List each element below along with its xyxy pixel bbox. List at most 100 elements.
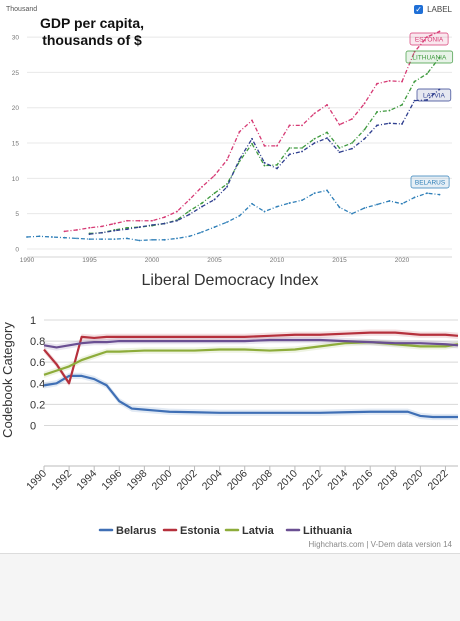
- ldi-x-tick-label: 2004: [200, 468, 225, 493]
- gdp-point-lithuania: [413, 80, 416, 83]
- gdp-point-lithuania: [301, 147, 303, 149]
- gdp-point-belarus: [126, 237, 128, 240]
- ldi-y-axis-label: Codebook Category: [0, 322, 15, 438]
- ldi-series-estonia: [43, 331, 459, 385]
- gdp-series-label-box: [405, 50, 454, 64]
- gdp-point-belarus: [163, 238, 166, 241]
- gdp-point-lithuania: [201, 202, 203, 204]
- gdp-series-label-box: [410, 175, 450, 189]
- gdp-point-belarus: [376, 203, 378, 206]
- gdp-point-lithuania: [288, 147, 291, 149]
- gdp-point-lithuania: [363, 128, 366, 131]
- gdp-point-belarus: [113, 238, 116, 241]
- gdp-point-latvia: [101, 231, 103, 234]
- gdp-point-belarus: [438, 193, 441, 196]
- gdp-point-belarus: [413, 196, 416, 199]
- gdp-point-lithuania: [263, 164, 266, 167]
- ldi-x-tick-label: 2018: [375, 468, 400, 493]
- gdp-point-belarus: [401, 202, 403, 205]
- gdp-point-latvia: [388, 122, 391, 125]
- gdp-point-belarus: [76, 237, 78, 240]
- gdp-point-lithuania: [338, 147, 341, 149]
- gdp-point-latvia: [213, 198, 216, 201]
- gdp-series-label-box: [409, 32, 449, 46]
- gdp-point-belarus: [276, 205, 278, 208]
- gdp-point-latvia: [226, 185, 228, 188]
- gdp-point-latvia: [238, 158, 241, 161]
- gdp-point-estonia: [326, 103, 328, 106]
- gdp-point-belarus: [388, 200, 391, 202]
- gdp-point-estonia: [276, 144, 278, 147]
- legend-item-estonia[interactable]: Estonia: [162, 525, 221, 537]
- gdp-x-tick-label: 1995: [82, 257, 97, 264]
- label-toggle-text: LABEL: [427, 5, 452, 14]
- gdp-point-estonia: [413, 51, 416, 53]
- gdp-point-estonia: [238, 130, 241, 133]
- gdp-point-estonia: [263, 144, 266, 147]
- ldi-x-tick-label: 2020: [400, 468, 425, 493]
- ldi-y-tick-label: 0.2: [30, 399, 45, 411]
- gdp-point-latvia: [138, 226, 141, 229]
- gdp-point-lithuania: [426, 72, 428, 75]
- gdp-x-tick-label: 1990: [20, 257, 35, 264]
- ldi-x-tick-label: 2002: [175, 468, 200, 493]
- gdp-point-latvia: [263, 161, 266, 164]
- gdp-series-label-estonia: ESTONIA: [415, 37, 444, 44]
- gdp-point-estonia: [101, 225, 103, 228]
- gdp-y-tick-label: 10: [12, 176, 20, 183]
- gdp-point-latvia: [113, 229, 116, 232]
- gdp-point-latvia: [188, 213, 191, 216]
- gdp-point-latvia: [251, 137, 253, 140]
- ldi-band-belarus: [44, 372, 458, 421]
- gdp-chart-title: GDP per capita, thousands of $: [40, 15, 145, 48]
- gdp-point-belarus: [188, 235, 191, 238]
- legend-label: Estonia: [180, 525, 221, 537]
- gdp-point-latvia: [276, 167, 278, 170]
- gdp-point-latvia: [413, 99, 416, 102]
- gdp-point-estonia: [138, 219, 141, 222]
- gdp-y-tick-label: 0: [15, 247, 19, 254]
- gdp-point-belarus: [88, 238, 91, 241]
- legend-item-belarus[interactable]: Belarus: [98, 525, 156, 537]
- gdp-x-tick-label: 2010: [270, 257, 285, 264]
- gdp-chart: Thousand 0 5 10 15 20 25 30 1990 1995 2000 2005 2010…: [6, 6, 454, 264]
- label-toggle[interactable]: ✓ LABEL: [414, 5, 452, 14]
- ldi-x-tick-label: 1996: [99, 468, 124, 493]
- ldi-x-tick-label: 1990: [24, 468, 49, 493]
- gdp-point-estonia: [63, 230, 66, 233]
- gdp-point-estonia: [313, 112, 316, 115]
- gdp-point-estonia: [426, 36, 428, 38]
- gdp-point-latvia: [363, 137, 366, 140]
- gdp-point-estonia: [188, 198, 191, 201]
- legend-item-lithuania[interactable]: Lithuania: [285, 525, 353, 537]
- gdp-point-lithuania: [438, 56, 441, 59]
- ldi-chart-title: Liberal Democracy Index: [141, 272, 319, 289]
- checkbox-checked-icon[interactable]: ✓: [414, 5, 424, 14]
- ldi-y-tick-label: 0.6: [30, 357, 45, 369]
- ldi-x-tick-label: 1998: [124, 468, 149, 493]
- gdp-point-belarus: [176, 237, 178, 240]
- gdp-y-tick-label: 25: [12, 70, 20, 77]
- gdp-x-tick-label: 2020: [395, 257, 410, 264]
- gdp-point-latvia: [326, 137, 328, 139]
- gdp-point-belarus: [263, 210, 266, 213]
- legend-item-latvia[interactable]: Latvia: [224, 525, 275, 537]
- gdp-point-latvia: [351, 147, 353, 150]
- ldi-series-lithuania: [43, 338, 459, 349]
- gdp-point-lithuania: [251, 142, 253, 145]
- legend-label: Belarus: [116, 525, 156, 537]
- chart-credit: Highcharts.com | V-Dem data version 14: [308, 540, 452, 549]
- gdp-y-tick-label: 20: [12, 105, 20, 112]
- gdp-point-lithuania: [401, 103, 403, 106]
- ldi-x-tick-label: 2000: [150, 468, 175, 493]
- gdp-point-latvia: [126, 228, 128, 231]
- gdp-point-lithuania: [238, 160, 241, 163]
- gdp-point-latvia: [401, 123, 403, 125]
- gdp-y-tick-label: 30: [12, 35, 20, 42]
- gdp-x-tick-label: 2005: [207, 257, 222, 264]
- ldi-x-tick-label: 1992: [49, 468, 74, 493]
- legend-label: Lithuania: [303, 525, 353, 537]
- gdp-series-label-box: [416, 88, 452, 102]
- gdp-point-belarus: [101, 238, 103, 241]
- gdp-point-estonia: [401, 80, 403, 83]
